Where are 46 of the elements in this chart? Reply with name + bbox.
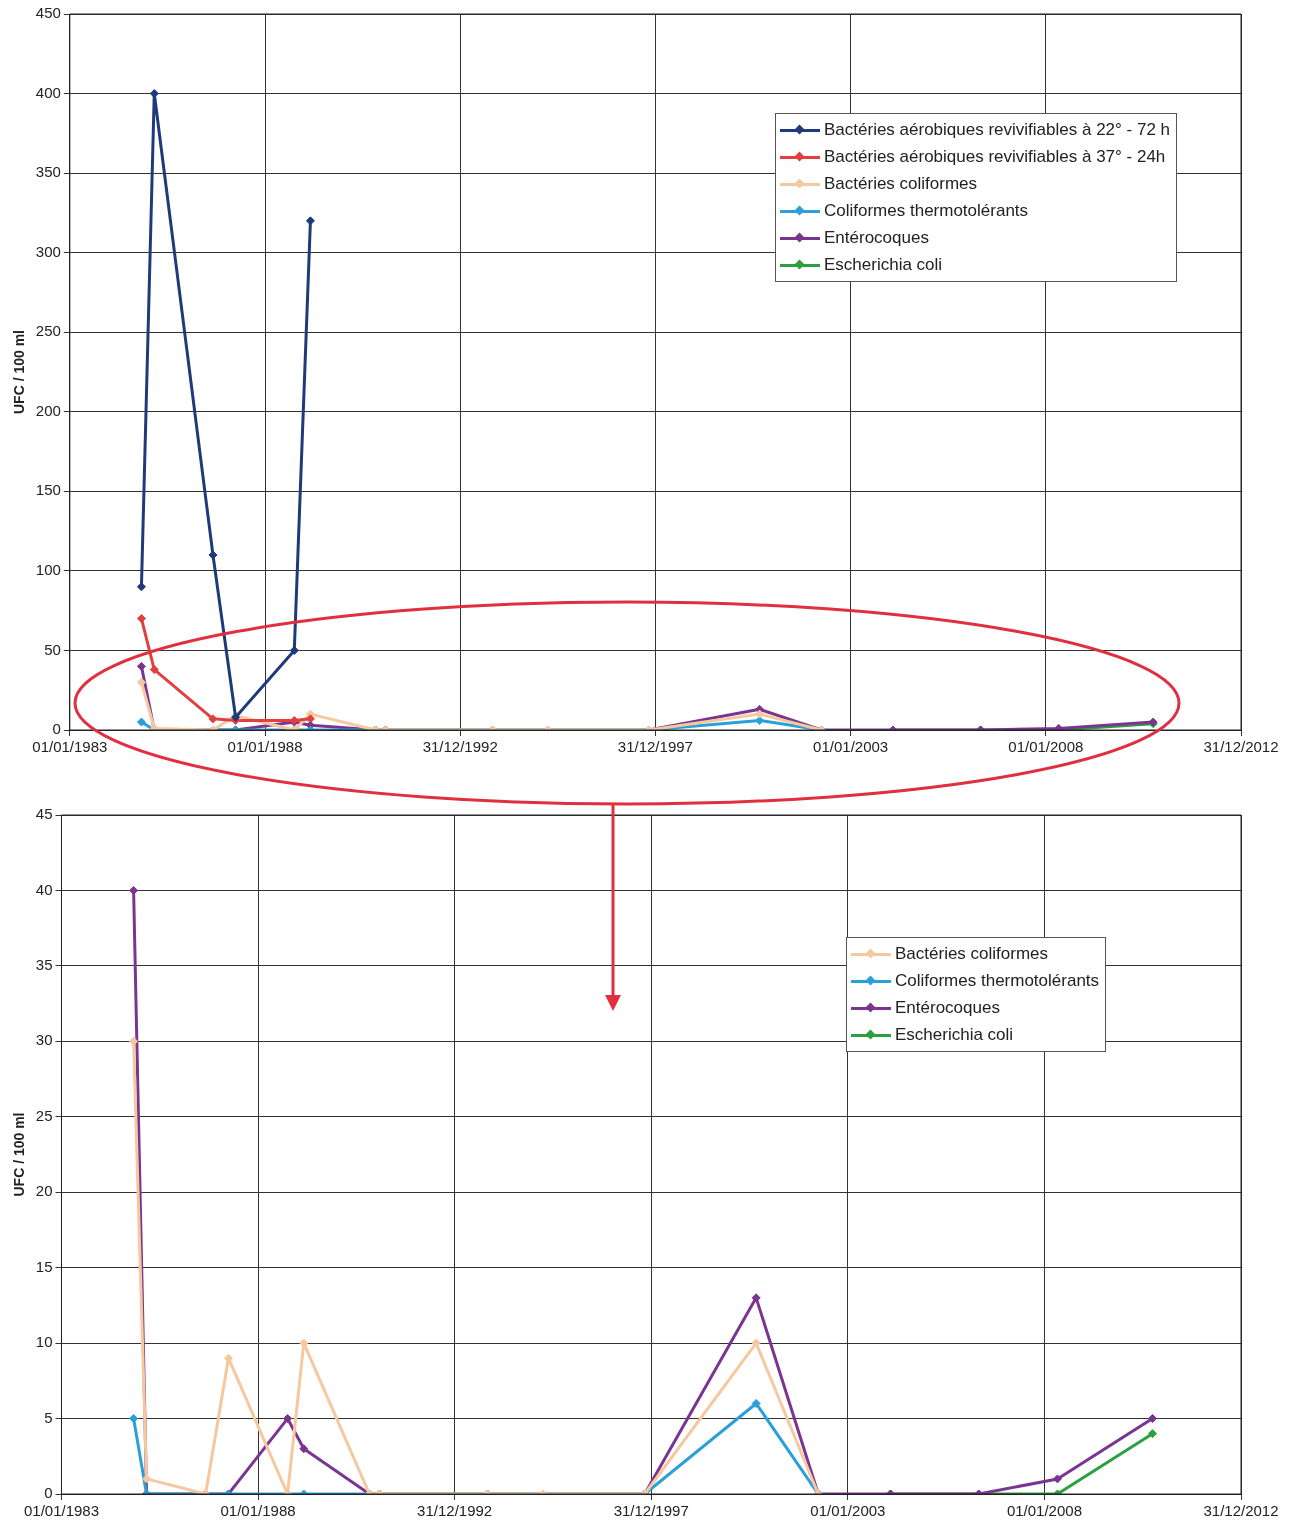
y-tick-label: 30: [35, 1031, 53, 1049]
legend-label: Entérocoques: [824, 227, 929, 249]
y-tick-label: 50: [44, 640, 61, 658]
legend-label: Entérocoques: [895, 997, 1000, 1019]
legend-label: Escherichia coli: [895, 1024, 1014, 1046]
y-tick-label: 35: [35, 956, 53, 974]
legend-label: Bactéries aérobiques revivifiables à 22° - 72 h: [824, 119, 1171, 141]
x-tick-label: 31/12/2012: [1203, 738, 1279, 756]
x-tick-label: 01/01/2008: [1008, 738, 1084, 756]
x-tick-label: 01/01/1988: [227, 738, 303, 756]
x-tick-label: 31/12/1997: [613, 1502, 689, 1520]
x-tick-label: 31/12/2012: [1203, 1502, 1279, 1520]
x-tick-label: 31/12/1992: [417, 1502, 493, 1520]
x-tick-label: 31/12/1997: [617, 738, 693, 756]
y-tick-label: 0: [52, 720, 61, 738]
y-tick-label: 450: [35, 4, 61, 22]
x-tick-label: 01/01/2003: [813, 738, 889, 756]
legend-label: Coliformes thermotolérants: [895, 970, 1100, 992]
y-tick-label: 45: [35, 805, 53, 823]
x-tick-label: 01/01/1983: [23, 1502, 100, 1520]
legend-label: Bactéries coliformes: [824, 173, 978, 195]
y-tick-label: 100: [35, 561, 61, 579]
y-tick-label: 20: [35, 1182, 53, 1200]
y-tick-label: 400: [35, 83, 61, 101]
y-tick-label: 0: [44, 1484, 53, 1502]
x-tick-label: 01/01/1983: [32, 738, 108, 756]
y-tick-label: 15: [35, 1257, 53, 1275]
y-tick-label: 250: [35, 322, 61, 340]
x-tick-label: 01/01/2003: [810, 1502, 886, 1520]
legend-label: Escherichia coli: [824, 254, 943, 276]
y-tick-label: 350: [35, 163, 61, 181]
legend-label: Bactéries coliformes: [895, 943, 1049, 965]
legend-label: Bactéries aérobiques revivifiables à 37° - 24h: [824, 146, 1166, 168]
x-tick-label: 01/01/1988: [220, 1502, 296, 1520]
y-tick-label: 300: [35, 242, 61, 260]
y-axis-title: UFC / 100 ml: [11, 1112, 28, 1197]
y-tick-label: 150: [35, 481, 61, 499]
y-axis-title: UFC / 100 ml: [11, 329, 28, 415]
y-tick-label: 5: [44, 1408, 53, 1426]
y-tick-label: 10: [35, 1333, 53, 1351]
y-tick-label: 25: [35, 1106, 53, 1124]
y-tick-label: 40: [35, 880, 53, 898]
x-tick-label: 01/01/2008: [1006, 1502, 1082, 1520]
legend-label: Coliformes thermotolérants: [824, 200, 1029, 222]
x-tick-label: 31/12/1992: [422, 738, 498, 756]
y-tick-label: 200: [35, 401, 61, 419]
